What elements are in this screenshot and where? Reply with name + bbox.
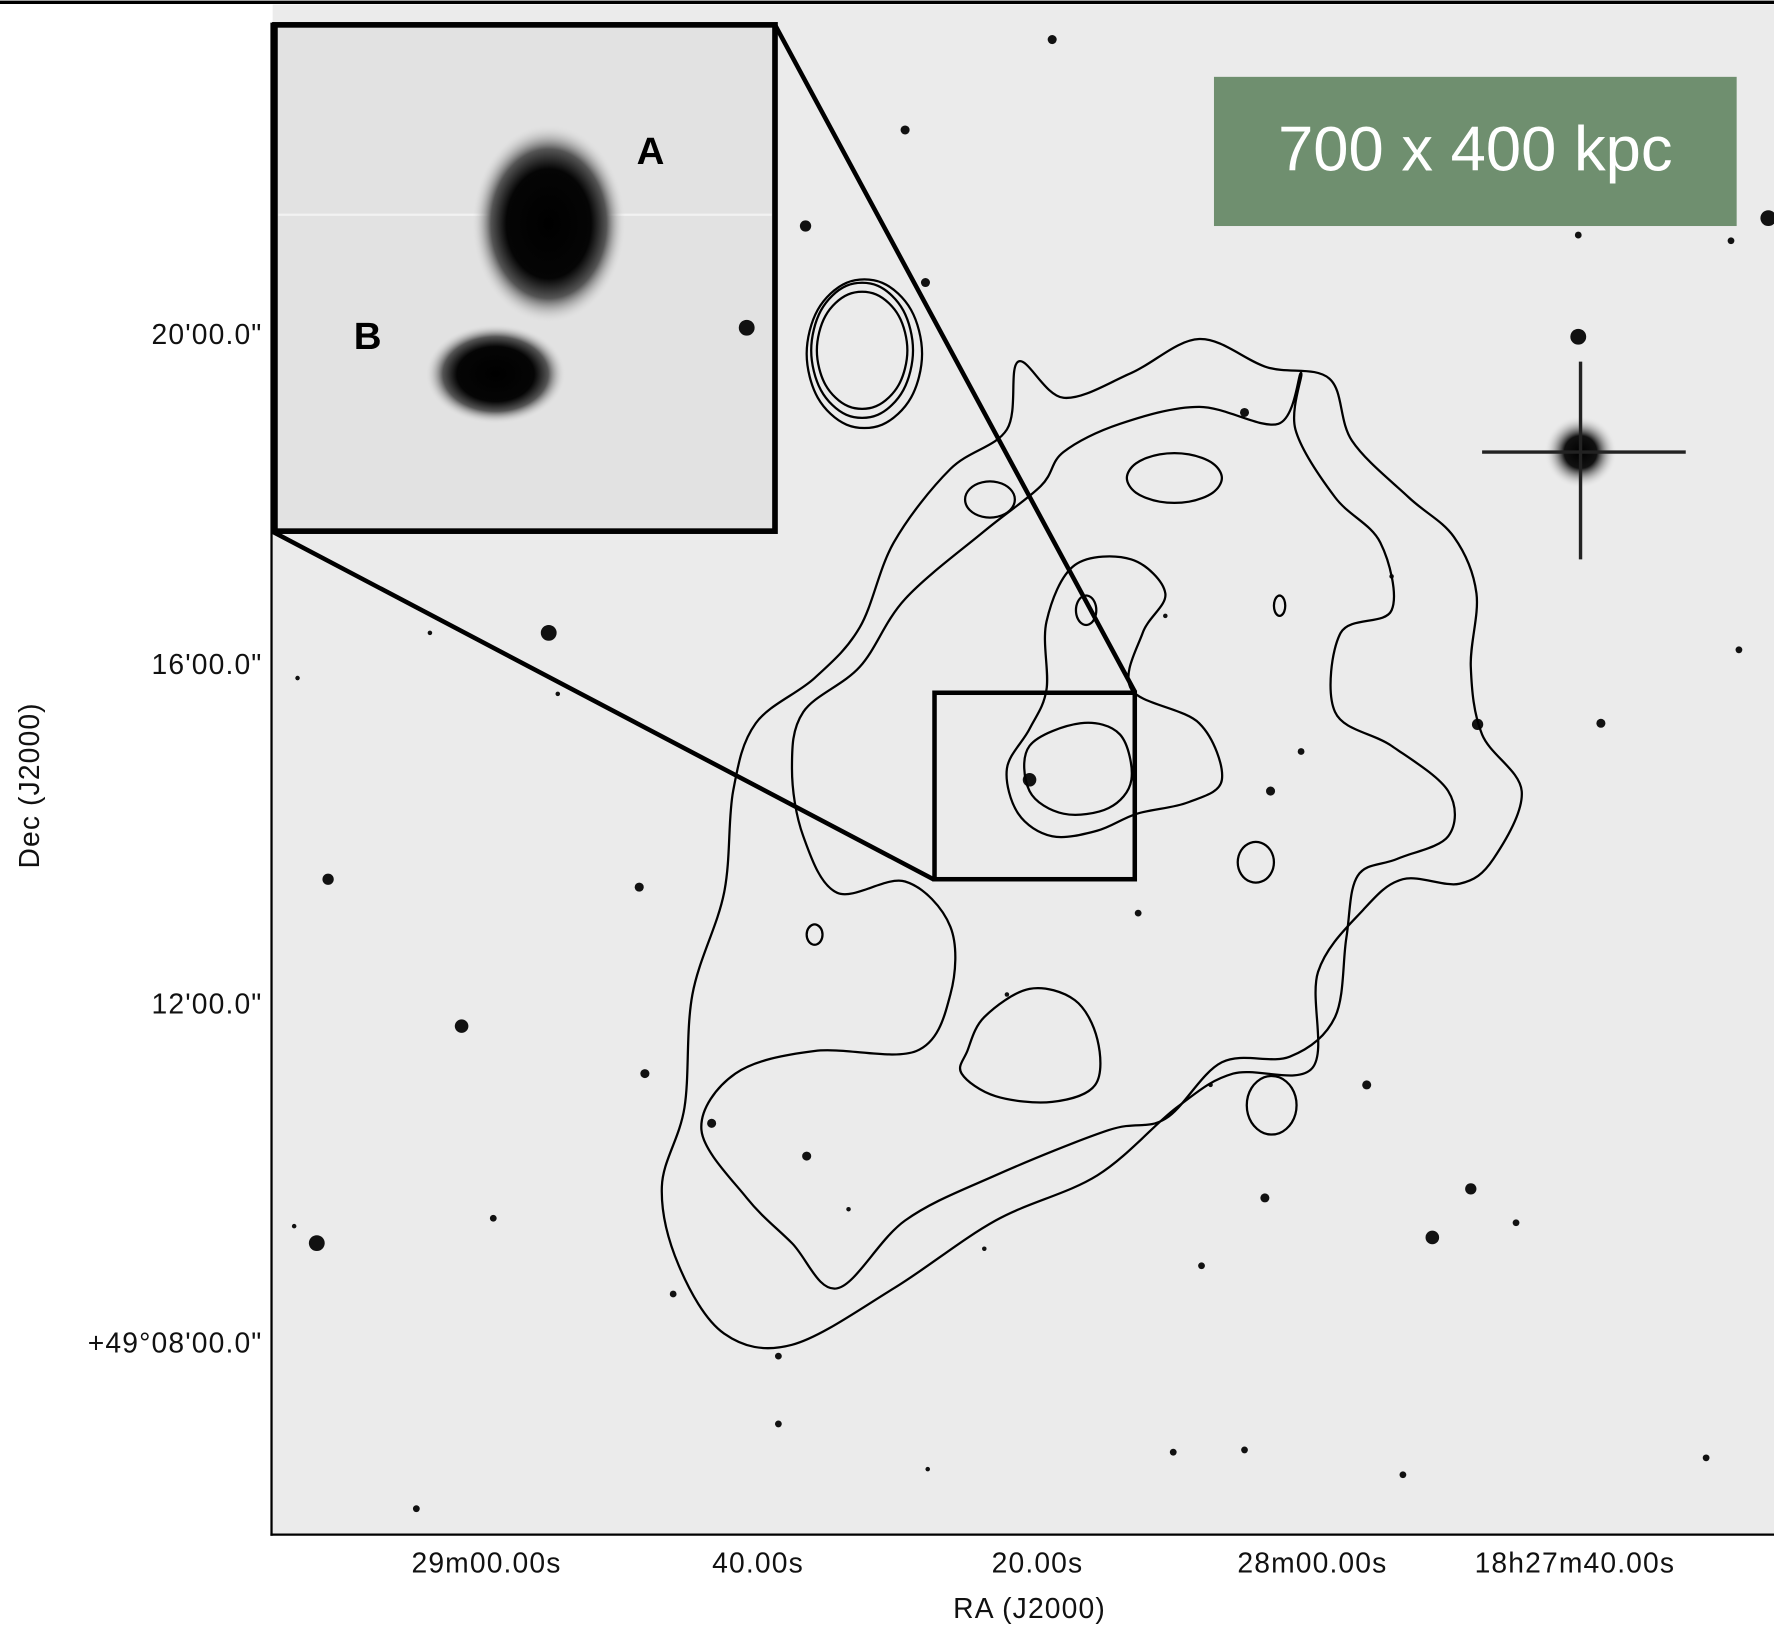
star — [635, 883, 644, 892]
star — [1048, 35, 1057, 44]
star — [1266, 787, 1275, 796]
star — [1703, 1454, 1710, 1461]
star — [901, 125, 910, 134]
x-tick-label: 29m00.00s — [411, 1547, 561, 1579]
star — [322, 874, 333, 885]
star — [490, 1215, 497, 1222]
y-tick-label: +49°08'00.0" — [88, 1326, 263, 1358]
star — [1426, 1231, 1440, 1245]
star — [1135, 910, 1142, 917]
star — [295, 676, 300, 681]
star — [1400, 1471, 1407, 1478]
star — [925, 1467, 930, 1472]
star — [1163, 614, 1168, 619]
star — [1241, 1447, 1248, 1454]
star — [1240, 408, 1249, 417]
star — [1170, 1449, 1177, 1456]
star — [1298, 748, 1305, 755]
galaxy-b — [425, 324, 565, 423]
star — [1596, 719, 1605, 728]
inset-star — [739, 320, 755, 336]
star — [1005, 992, 1010, 997]
star — [775, 1353, 782, 1360]
star — [1736, 646, 1743, 653]
star — [982, 1247, 987, 1252]
figure: 700 x 400 kpc A B 29m00.00s 40.00s 20.00s 2… — [0, 0, 1774, 1633]
star — [1575, 232, 1582, 239]
inset-label: B — [354, 315, 382, 358]
star — [1570, 329, 1586, 345]
star — [1728, 237, 1735, 244]
star — [428, 631, 433, 636]
star — [921, 278, 930, 287]
star — [413, 1505, 420, 1512]
star — [1465, 1183, 1476, 1194]
star — [640, 1069, 649, 1078]
star — [541, 625, 557, 641]
star — [670, 1291, 677, 1298]
y-axis-label: Dec (J2000) — [13, 702, 45, 868]
galaxy-a — [472, 124, 626, 323]
star — [846, 1207, 851, 1212]
x-tick-label: 28m00.00s — [1237, 1547, 1387, 1579]
y-tick-label: 12'00.0" — [152, 987, 263, 1019]
star — [292, 1224, 297, 1229]
annotation: 700 x 400 kpc — [1278, 114, 1672, 184]
star — [1260, 1193, 1269, 1202]
x-tick-label: 40.00s — [712, 1547, 804, 1579]
x-tick-label: 20.00s — [992, 1547, 1084, 1579]
inset-label: A — [637, 130, 665, 173]
x-tick-label: 18h27m40.00s — [1475, 1547, 1676, 1579]
star — [775, 1421, 782, 1428]
y-tick-label: 16'00.0" — [152, 648, 263, 680]
star — [800, 220, 811, 231]
star — [455, 1019, 469, 1033]
y-tick-label: 20'00.0" — [152, 318, 263, 350]
x-axis-label: RA (J2000) — [953, 1592, 1106, 1624]
star — [1513, 1219, 1520, 1226]
star — [556, 692, 561, 697]
star — [707, 1119, 716, 1128]
star — [802, 1152, 811, 1161]
star — [1362, 1080, 1371, 1089]
star — [309, 1235, 325, 1251]
star — [1198, 1262, 1205, 1269]
